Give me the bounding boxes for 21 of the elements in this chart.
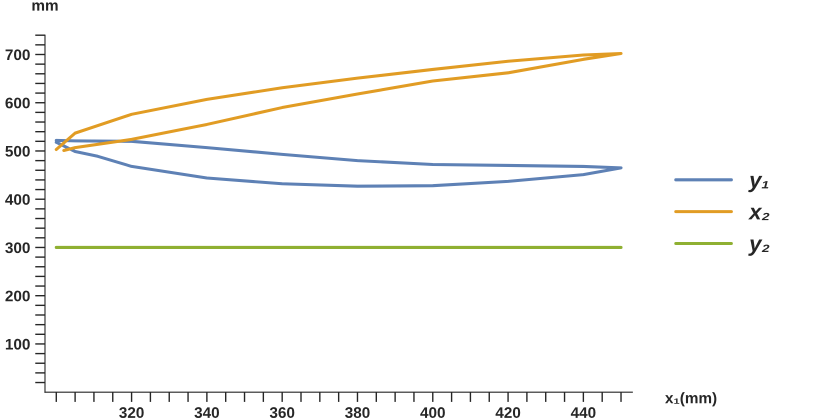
line-series (54, 52, 623, 152)
y-tick-label: 600 (5, 98, 30, 108)
x-axis-title: x₁(mm) (665, 392, 716, 406)
y-axis-title: mm (32, 2, 58, 11)
y-tick-label: 300 (5, 242, 30, 254)
x-tick-label: 400 (420, 407, 445, 418)
x-tick-label: 440 (570, 407, 596, 418)
y-tick-label: 200 (5, 290, 30, 302)
x-tick-label: 360 (270, 407, 294, 418)
y-tick-label: 700 (6, 49, 30, 60)
x-tick-label: 420 (496, 407, 520, 418)
x-tick-label: 340 (194, 407, 219, 418)
legend-label: y₁ (748, 176, 768, 192)
x-tick-label: 380 (345, 407, 370, 418)
x-tick-label: 320 (119, 407, 144, 418)
legend-label: y₂ (748, 240, 770, 256)
y-tick-label: 100 (6, 338, 30, 350)
line-series (54, 138, 623, 188)
y-tick-label: 400 (5, 194, 30, 205)
y-tick-label: 500 (5, 146, 30, 157)
legend-label: x₂ (748, 208, 770, 220)
